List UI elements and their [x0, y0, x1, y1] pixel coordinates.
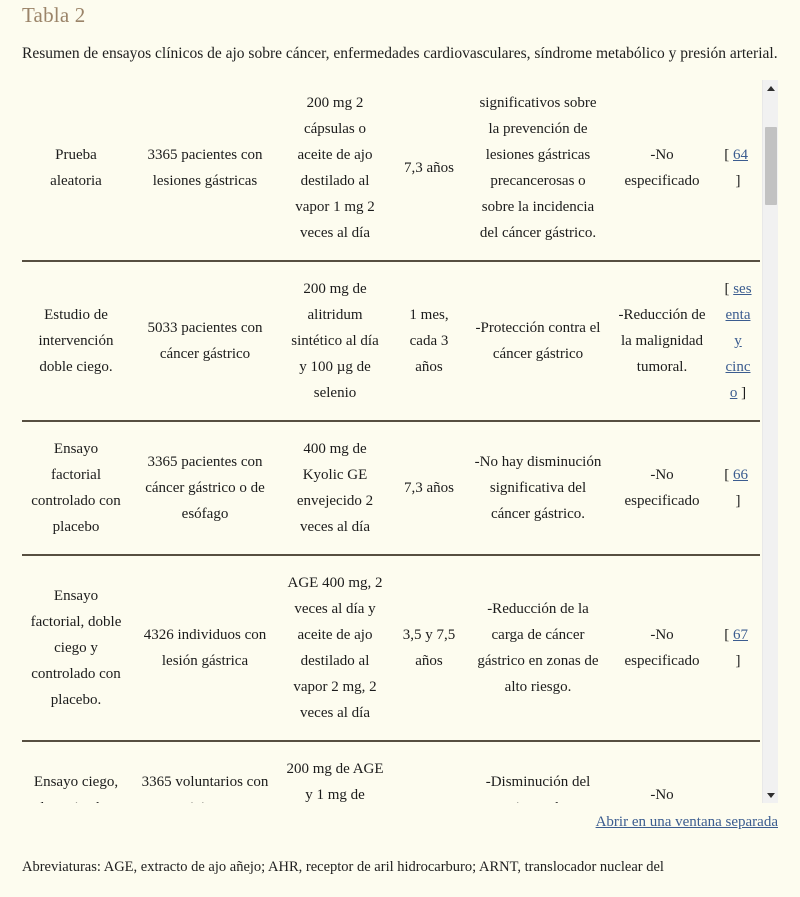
table-row: Estudio de intervención doble ciego. 503…	[22, 261, 760, 422]
cell-dose: 200 mg de AGE y 1 mg de aceite de	[286, 761, 384, 803]
bracket-open: [	[724, 147, 733, 163]
cell-outcome: -Reducción de la carga de cáncer gástric…	[468, 555, 608, 742]
table-row: Ensayo factorial controlado con placebo …	[22, 421, 760, 556]
cell-adverse: -No	[650, 787, 674, 803]
scroll-up-arrow-icon	[767, 85, 775, 91]
table-scroll-container[interactable]: Prueba aleatoria 3365 pacientes con lesi…	[22, 80, 778, 803]
bracket-close: ]	[735, 147, 752, 189]
cell-outcome: -Disminución del riesgo de	[485, 774, 591, 803]
scrollbar-thumb[interactable]	[765, 127, 777, 205]
table-row: Prueba aleatoria 3365 pacientes con lesi…	[22, 80, 760, 262]
table-row: Ensayo factorial, doble ciego y controla…	[22, 555, 760, 742]
cell-reference: [ 66 ]	[716, 421, 760, 556]
cell-design: Ensayo ciego, aleatorizado y	[33, 774, 119, 803]
cell-reference: [ 67 ]	[716, 555, 760, 742]
cell-adverse: -No especificado	[608, 555, 716, 742]
vertical-scrollbar[interactable]	[762, 80, 778, 803]
cell-duration: 7,3 años	[390, 421, 468, 556]
bracket-open: [	[724, 281, 734, 297]
cell-duration: 7,3 años	[390, 80, 468, 262]
cell-subjects: 3365 pacientes con cáncer gástrico o de …	[130, 421, 280, 556]
cell-outcome: -Protección contra el cáncer gástrico	[468, 261, 608, 422]
cell-duration: 1 mes, cada 3 años	[390, 261, 468, 422]
cell-dose: 200 mg 2 cápsulas o aceite de ajo destil…	[280, 80, 390, 262]
cell-design: Estudio de intervención doble ciego.	[22, 261, 130, 422]
scroll-down-button[interactable]	[763, 787, 778, 803]
bracket-open: [	[724, 467, 733, 483]
table-caption: Resumen de ensayos clínicos de ajo sobre…	[22, 45, 778, 62]
table-row: Ensayo ciego, aleatorizado y 3365 volunt…	[22, 741, 760, 803]
cell-design: Ensayo factorial controlado con placebo	[22, 421, 130, 556]
cell-dose: 400 mg de Kyolic GE envejecido 2 veces a…	[280, 421, 390, 556]
cell-subjects: 4326 individuos con lesión gástrica	[130, 555, 280, 742]
cell-duration	[390, 741, 468, 803]
open-window-row: Abrir en una ventana separada	[22, 812, 778, 832]
scroll-up-button[interactable]	[763, 80, 778, 96]
cell-outcome: significativos sobre la prevención de le…	[468, 80, 608, 262]
cell-dose: 200 mg de alitridum sintético al día y 1…	[280, 261, 390, 422]
cell-design: Prueba aleatoria	[22, 80, 130, 262]
cell-reference: [ sesenta y cinco ]	[716, 261, 760, 422]
cell-subjects: 3365 voluntarios con participantes	[141, 774, 269, 803]
abbreviations-text: Abreviaturas: AGE, extracto de ajo añejo…	[22, 859, 664, 875]
cell-outcome: -No hay disminución significativa del cá…	[468, 421, 608, 556]
bracket-close: ]	[735, 467, 752, 509]
cell-adverse: -Reducción de la malignidad tumoral.	[608, 261, 716, 422]
reference-link[interactable]: 67	[733, 627, 748, 643]
reference-link[interactable]: 66	[733, 467, 748, 483]
clinical-trials-table: Prueba aleatoria 3365 pacientes con lesi…	[22, 80, 760, 803]
cell-reference: [ 64 ]	[716, 80, 760, 262]
cell-subjects: 3365 pacientes con lesiones gástricas	[130, 80, 280, 262]
bracket-open: [	[724, 627, 733, 643]
scroll-down-arrow-icon	[767, 792, 775, 798]
bracket-close: ]	[737, 385, 747, 401]
open-in-separate-window-link[interactable]: Abrir en una ventana separada	[595, 814, 778, 830]
cell-subjects: 5033 pacientes con cáncer gástrico	[130, 261, 280, 422]
cell-reference	[716, 741, 760, 803]
cell-duration: 3,5 y 7,5 años	[390, 555, 468, 742]
cell-dose: AGE 400 mg, 2 veces al día y aceite de a…	[280, 555, 390, 742]
reference-link[interactable]: 64	[733, 147, 748, 163]
cell-adverse: -No especificado	[608, 80, 716, 262]
page-title: Tabla 2	[22, 3, 86, 27]
table-viewport: Prueba aleatoria 3365 pacientes con lesi…	[22, 80, 760, 803]
cell-adverse: -No especificado	[608, 421, 716, 556]
reference-link[interactable]: sesenta y cinco	[725, 281, 752, 401]
cell-design: Ensayo factorial, doble ciego y controla…	[22, 555, 130, 742]
table-body: Prueba aleatoria 3365 pacientes con lesi…	[22, 80, 760, 803]
bracket-close: ]	[735, 627, 752, 669]
